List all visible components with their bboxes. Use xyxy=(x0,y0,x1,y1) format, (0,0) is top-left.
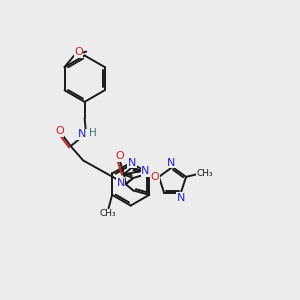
Text: N: N xyxy=(167,158,176,167)
Text: H: H xyxy=(89,128,97,138)
Text: N: N xyxy=(128,158,136,168)
Text: N: N xyxy=(141,166,150,176)
Text: O: O xyxy=(74,47,83,57)
Text: N: N xyxy=(78,129,86,139)
Text: O: O xyxy=(55,126,64,136)
Text: N: N xyxy=(116,178,125,188)
Text: O: O xyxy=(150,172,159,182)
Text: CH₃: CH₃ xyxy=(197,169,213,178)
Text: N: N xyxy=(116,178,125,188)
Text: O: O xyxy=(116,151,124,161)
Text: O: O xyxy=(150,172,159,182)
Text: N: N xyxy=(128,158,136,168)
Text: CH₃: CH₃ xyxy=(100,209,116,218)
Text: N: N xyxy=(177,193,185,202)
